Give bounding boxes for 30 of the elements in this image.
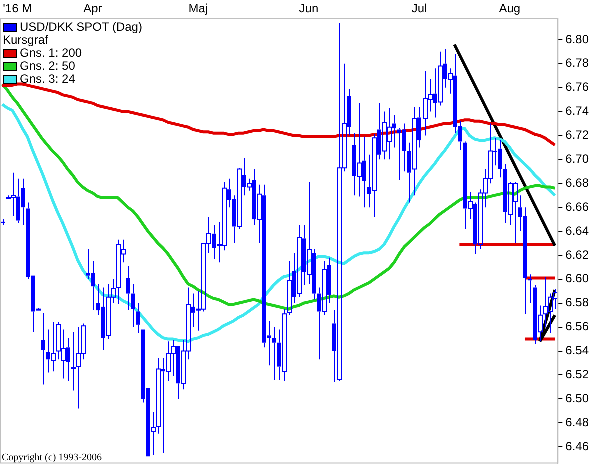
y-tick-label: 6.80 [566,32,590,46]
y-tick-label: 6.50 [566,391,590,406]
legend-label: Gns. 3: 24 [20,72,76,86]
x-tick-label: Aug [499,2,521,16]
y-tick-label: 6.60 [566,272,590,286]
y-tick-label: 6.76 [566,80,590,94]
y-tick-label: 6.54 [566,344,590,358]
y-tick-label: 6.48 [566,415,590,430]
y-tick-label: 6.58 [566,296,590,310]
legend-label: Gns. 2: 50 [20,59,76,74]
y-tick-label: 6.62 [566,248,590,262]
legend-label: USD/DKK SPOT (Dag) [20,20,142,34]
annotation: Copyright (c) 1993-2006 [2,452,102,464]
y-tick-label: 6.46 [566,439,590,454]
x-tick-label: Maj [188,2,208,16]
x-tick-label: Apr [84,2,102,16]
y-tick-label: 6.56 [566,320,590,334]
y-tick-label: 6.52 [566,368,590,382]
y-tick-label: 6.64 [566,224,590,238]
x-tick-label: Jul [412,2,428,16]
y-tick-label: 6.72 [566,128,590,142]
y-tick-label: 6.70 [566,152,590,166]
x-tick-label: '16 M [3,2,32,16]
legend-label: Gns. 1: 200 [20,46,82,60]
y-tick-label: 6.74 [566,104,590,118]
y-tick-label: 6.78 [566,56,590,70]
x-tick-label: Jun [299,2,319,16]
y-tick-label: 6.66 [566,200,590,214]
legend-title: Kursgraf [3,33,50,48]
y-tick-label: 6.68 [566,176,590,190]
